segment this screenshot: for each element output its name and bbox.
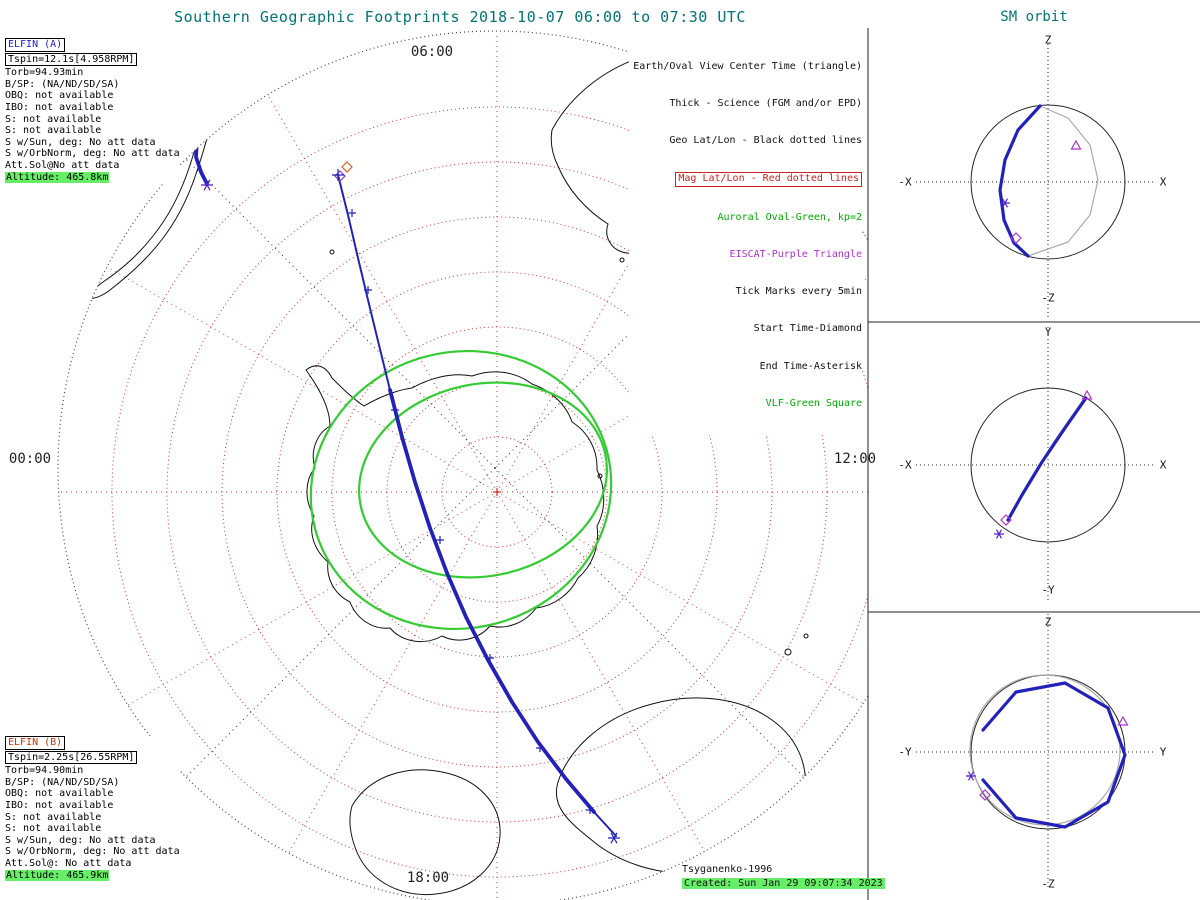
axis-label: X [1159,458,1167,472]
model-label: Tsyganenko-1996 [682,864,773,875]
elfin-b-altitude-badge: Altitude: 465.9km [5,869,110,882]
axis-label: X [1159,175,1167,189]
legend-line: Geo Lat/Lon - Black dotted lines [669,135,862,147]
info-line: Att.Sol@: No att data [5,857,132,869]
legend-line: Tick Marks every 5min [735,286,862,298]
axis-label: -Y [1041,583,1055,597]
info-line: B/SP: (NA/ND/SD/SA) [5,776,120,788]
info-line: OBQ: not available [5,788,114,800]
info-line: Att.Sol@No att data [5,159,120,171]
elfin-b-name: ELFIN (B) [5,736,66,750]
info-line: S w/OrbNorm, deg: No att data [5,148,180,160]
sm-orbit-title: SM orbit [1000,9,1068,25]
legend-line: VLF-Green Square [765,397,862,409]
info-line: S: not available [5,823,102,835]
legend: Earth/Oval View Center Time (triangle) T… [629,36,862,435]
clock-label-right: 12:00 [833,451,877,467]
info-line: OBQ: not available [5,90,114,102]
info-line: Torb=94.93min [5,67,84,79]
elfin-a-altitude-badge: Altitude: 465.8km [5,171,110,184]
axis-label: Y [1159,745,1167,759]
legend-line: EISCAT-Purple Triangle [729,248,862,260]
axis-label: Z [1044,33,1052,47]
elfin-a-tspin: Tspin=12.1s[4.958RPM] [5,52,138,67]
axis-label: Y [1044,325,1052,339]
created-timestamp-badge: Created: Sun Jan 29 09:07:34 2023 [682,878,885,889]
clock-label-bottom: 18:00 [406,870,450,886]
axis-label: -Z [1041,877,1055,891]
legend-line: Earth/Oval View Center Time (triangle) [633,60,862,72]
info-line: S: not available [5,811,102,823]
elfin-b-panel: ELFIN (B) Tspin=2.25s[26.55RPM] Torb=94.… [5,736,180,882]
elfin-b-tspin: Tspin=2.25s[26.55RPM] [5,750,138,765]
axis-label: -X [898,175,912,189]
clock-label-top: 06:00 [410,44,454,60]
axis-label: -X [898,458,912,472]
info-line: S w/Sun, deg: No att data [5,834,156,846]
axis-label: -Y [898,745,912,759]
elfin-a-panel: ELFIN (A) Tspin=12.1s[4.958RPM] Torb=94.… [5,38,180,184]
info-line: B/SP: (NA/ND/SD/SA) [5,78,120,90]
info-line: S w/Sun, deg: No att data [5,136,156,148]
legend-line: Thick - Science (FGM and/or EPD) [669,98,862,110]
axis-label: Z [1044,615,1052,629]
info-line: Torb=94.90min [5,765,84,777]
legend-line-mag: Mag Lat/Lon - Red dotted lines [675,172,862,187]
page-title: Southern Geographic Footprints 2018-10-0… [174,8,746,26]
axis-label: -Z [1041,291,1055,305]
info-line: IBO: not available [5,799,114,811]
clock-label-left: 00:00 [8,451,52,467]
legend-line: Start Time-Diamond [753,323,862,335]
elfin-a-name: ELFIN (A) [5,38,66,52]
info-line: S w/OrbNorm, deg: No att data [5,846,180,858]
info-line: IBO: not available [5,101,114,113]
legend-line: Auroral Oval-Green, kp=2 [717,211,863,223]
legend-line: End Time-Asterisk [759,360,862,372]
info-line: S: not available [5,125,102,137]
info-line: S: not available [5,113,102,125]
